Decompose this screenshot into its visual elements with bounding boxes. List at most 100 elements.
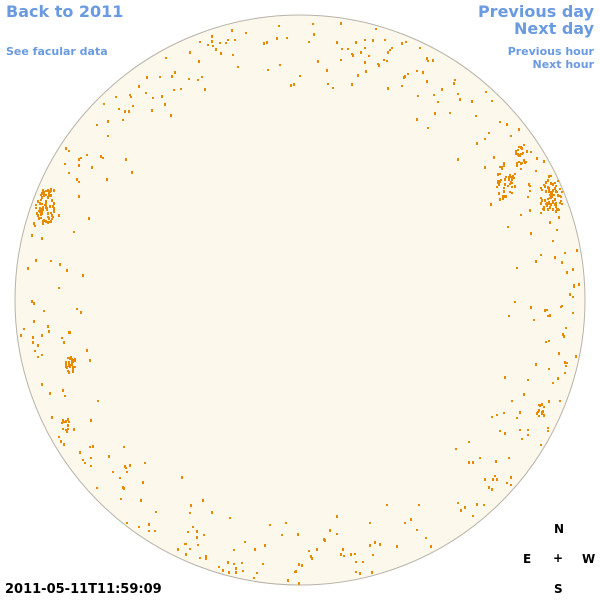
facula bbox=[472, 515, 474, 517]
facula bbox=[517, 149, 519, 151]
facula bbox=[372, 554, 374, 556]
facula bbox=[516, 417, 518, 419]
facula bbox=[502, 197, 504, 200]
facula bbox=[503, 190, 505, 193]
facula bbox=[341, 48, 343, 50]
facula bbox=[63, 341, 65, 344]
facula bbox=[530, 232, 532, 235]
facula bbox=[40, 213, 42, 216]
facula bbox=[375, 28, 377, 30]
facula bbox=[126, 522, 128, 524]
facula bbox=[192, 526, 194, 528]
facula bbox=[69, 358, 71, 360]
facula bbox=[174, 71, 176, 74]
facula bbox=[48, 194, 50, 196]
compass-north: N bbox=[554, 522, 565, 536]
previous-hour-link[interactable]: Previous hour bbox=[507, 45, 594, 58]
facula bbox=[511, 400, 513, 402]
facula bbox=[573, 285, 575, 288]
facula bbox=[547, 179, 549, 182]
facula bbox=[316, 548, 318, 551]
facula bbox=[520, 168, 522, 170]
facula bbox=[151, 109, 153, 112]
facula bbox=[50, 212, 52, 214]
facula bbox=[509, 174, 511, 177]
facula bbox=[418, 504, 420, 506]
facula bbox=[558, 216, 560, 219]
facula bbox=[369, 522, 371, 524]
facula bbox=[552, 382, 554, 384]
facula bbox=[144, 462, 146, 464]
facula bbox=[449, 112, 451, 114]
facula bbox=[232, 54, 234, 56]
facula bbox=[47, 196, 49, 199]
next-hour-link[interactable]: Next hour bbox=[532, 58, 595, 71]
facula bbox=[422, 71, 424, 74]
facular-link[interactable]: See facular data bbox=[6, 45, 108, 58]
facula bbox=[51, 199, 53, 202]
facula bbox=[479, 457, 481, 459]
previous-day-link[interactable]: Previous day bbox=[477, 2, 594, 21]
facula bbox=[509, 191, 511, 193]
facula bbox=[196, 536, 198, 539]
facula bbox=[504, 178, 506, 181]
facula bbox=[539, 404, 541, 407]
facula bbox=[31, 300, 33, 303]
facula bbox=[501, 166, 503, 169]
facula bbox=[227, 561, 229, 564]
facula bbox=[468, 441, 470, 443]
facula bbox=[548, 368, 550, 370]
facula bbox=[264, 544, 266, 547]
facula bbox=[90, 457, 92, 459]
facula bbox=[108, 455, 110, 458]
facula bbox=[364, 47, 366, 49]
facula bbox=[543, 184, 545, 186]
facula bbox=[556, 209, 558, 211]
facula bbox=[506, 123, 508, 126]
facula bbox=[508, 457, 510, 459]
facula bbox=[350, 553, 352, 556]
facula bbox=[386, 60, 388, 62]
facula bbox=[53, 202, 55, 205]
facula bbox=[484, 478, 486, 481]
facula bbox=[49, 392, 51, 395]
facula bbox=[103, 103, 105, 105]
back-link[interactable]: Back to 2011 bbox=[6, 2, 124, 21]
next-day-link[interactable]: Next day bbox=[514, 19, 594, 38]
facula bbox=[515, 150, 517, 152]
facula bbox=[51, 416, 53, 419]
facula bbox=[92, 445, 94, 448]
facula bbox=[89, 446, 91, 448]
facula bbox=[453, 82, 455, 85]
facula bbox=[39, 208, 41, 211]
facula bbox=[491, 416, 493, 418]
facula bbox=[391, 47, 393, 49]
facula bbox=[219, 42, 221, 44]
facula bbox=[43, 310, 45, 312]
facula bbox=[521, 438, 523, 440]
facula bbox=[27, 267, 29, 270]
facula bbox=[80, 157, 82, 159]
facula bbox=[66, 269, 68, 272]
facula bbox=[199, 41, 201, 43]
facula bbox=[37, 200, 39, 203]
facula bbox=[540, 187, 542, 189]
facula bbox=[521, 147, 523, 150]
facula bbox=[138, 526, 140, 528]
facula bbox=[555, 202, 557, 205]
facula bbox=[327, 83, 329, 85]
facula bbox=[233, 563, 235, 565]
facula bbox=[148, 523, 150, 526]
facula bbox=[68, 365, 70, 367]
facula bbox=[432, 59, 434, 62]
facula bbox=[555, 185, 557, 187]
facula bbox=[67, 370, 69, 372]
facula bbox=[572, 268, 574, 271]
facula bbox=[536, 157, 538, 159]
facula bbox=[547, 208, 549, 211]
facula bbox=[112, 471, 114, 473]
facula bbox=[484, 138, 486, 140]
facula bbox=[351, 53, 353, 55]
facula bbox=[197, 79, 199, 81]
facula bbox=[107, 135, 109, 137]
